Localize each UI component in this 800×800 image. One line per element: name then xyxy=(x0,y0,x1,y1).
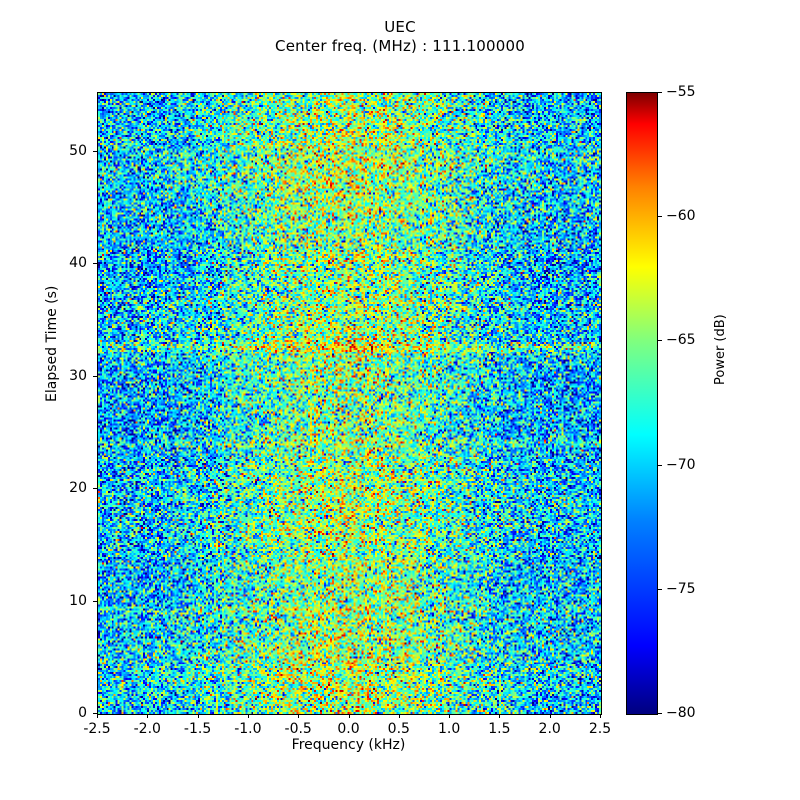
x-tick-label: 1.5 xyxy=(488,721,511,737)
colorbar-tick-label: −65 xyxy=(666,332,696,349)
x-tick-mark xyxy=(449,714,450,718)
y-tick-label: 10 xyxy=(69,592,87,609)
x-tick-mark xyxy=(97,714,98,718)
y-tick-mark xyxy=(93,263,97,264)
x-tick-label: 2.0 xyxy=(538,721,561,737)
colorbar-tick-label: −60 xyxy=(666,208,696,225)
station-title: UEC xyxy=(384,18,416,36)
x-tick-mark xyxy=(600,714,601,718)
x-tick-mark xyxy=(198,714,199,718)
spectrogram-plot-area xyxy=(97,92,602,715)
y-tick-label: 20 xyxy=(69,480,87,496)
colorbar-tick-label: −80 xyxy=(666,705,696,721)
colorbar-tick-label: −75 xyxy=(666,580,696,597)
spectrogram-image xyxy=(98,93,601,714)
x-tick-label: 2.5 xyxy=(588,721,612,737)
y-tick-label: 50 xyxy=(69,142,87,159)
colorbar-tick-mark xyxy=(657,713,662,714)
y-tick-mark xyxy=(93,488,97,489)
x-tick-mark xyxy=(298,714,299,718)
colorbar-tick-label: −70 xyxy=(666,456,696,473)
x-axis-label: Frequency (kHz) xyxy=(291,737,406,753)
x-tick-mark xyxy=(399,714,400,718)
colorbar-label: Power (dB) xyxy=(713,314,728,385)
y-tick-label: 40 xyxy=(69,255,87,271)
x-tick-label: -0.5 xyxy=(284,721,312,737)
y-tick-mark xyxy=(93,713,97,714)
power-colorbar xyxy=(626,92,658,715)
colorbar-tick-mark xyxy=(657,340,662,341)
colorbar-tick-mark xyxy=(657,465,662,466)
colorbar-tick-label: −55 xyxy=(666,84,696,100)
y-tick-mark xyxy=(93,151,97,152)
x-tick-label: 1.0 xyxy=(437,721,461,737)
y-tick-label: 30 xyxy=(69,367,87,384)
x-tick-mark xyxy=(349,714,350,718)
y-tick-mark xyxy=(93,376,97,377)
x-tick-mark xyxy=(147,714,148,718)
y-tick-label: 0 xyxy=(78,705,87,721)
center-frequency-title: Center freq. (MHz) : 111.100000 xyxy=(275,37,525,55)
x-tick-label: 0.0 xyxy=(337,721,360,737)
colorbar-tick-mark xyxy=(657,216,662,217)
x-tick-mark xyxy=(550,714,551,718)
colorbar-tick-mark xyxy=(657,589,662,590)
y-axis-label: Elapsed Time (s) xyxy=(44,285,60,402)
y-tick-mark xyxy=(93,601,97,602)
x-tick-label: -1.5 xyxy=(183,721,212,737)
x-tick-label: -1.0 xyxy=(234,721,262,737)
x-tick-mark xyxy=(499,714,500,718)
x-tick-label: -2.0 xyxy=(133,721,161,737)
x-tick-label: -2.5 xyxy=(83,721,111,737)
x-tick-mark xyxy=(248,714,249,718)
colorbar-tick-mark xyxy=(657,92,662,93)
x-tick-label: 0.5 xyxy=(387,721,410,737)
